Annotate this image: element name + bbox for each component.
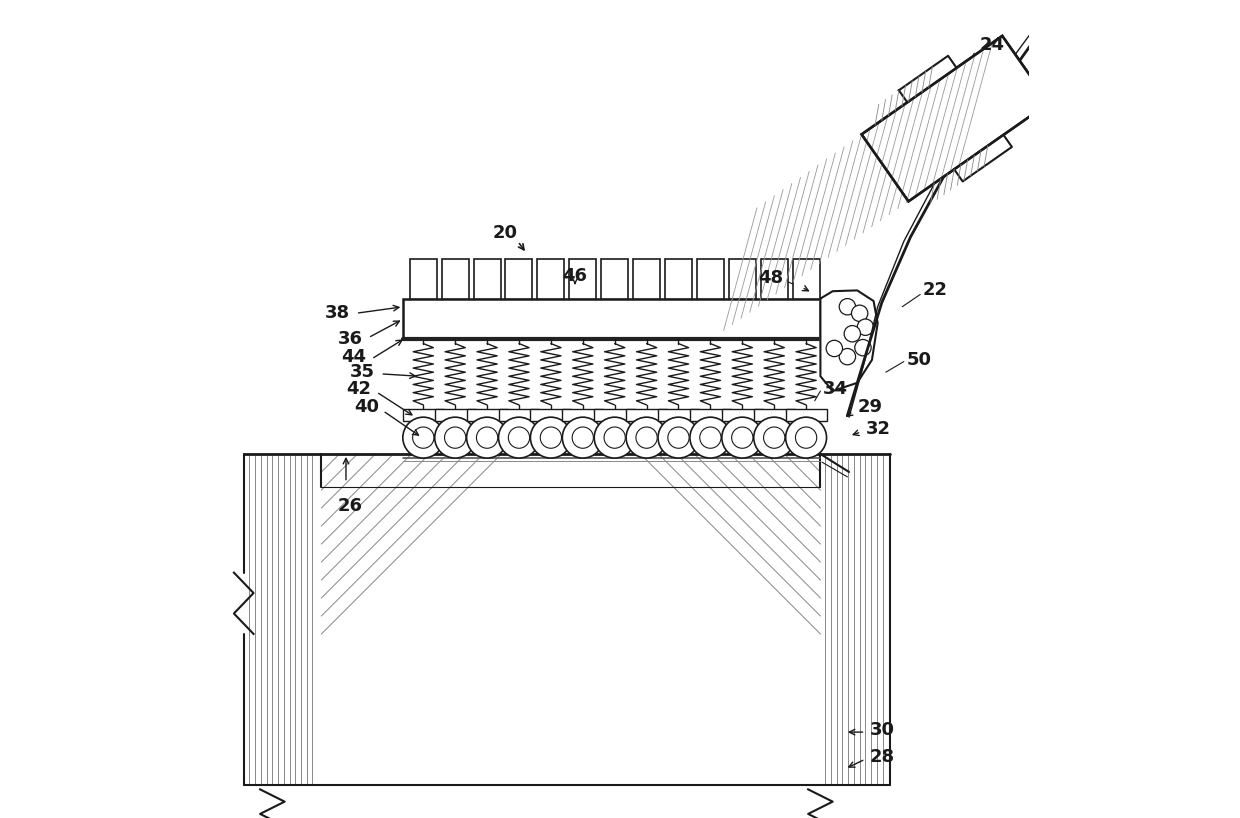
Text: 20: 20 [494,224,518,242]
Circle shape [636,427,657,448]
Circle shape [604,427,625,448]
Circle shape [562,417,603,458]
Text: 28: 28 [869,748,894,766]
Polygon shape [821,290,878,391]
Bar [537,259,564,299]
Bar [594,409,635,421]
Polygon shape [899,56,956,102]
Bar [569,259,596,299]
Circle shape [857,319,873,335]
Bar [562,409,603,421]
Bar [506,259,532,299]
Bar [403,409,444,421]
Circle shape [786,417,827,458]
Bar [498,409,539,421]
Bar [792,259,820,299]
Text: 35: 35 [350,363,374,381]
Circle shape [699,427,720,448]
Bar [403,299,821,339]
Bar [601,259,629,299]
Circle shape [722,417,763,458]
Text: 29: 29 [857,398,882,416]
Bar [786,409,827,421]
Text: 22: 22 [923,281,947,299]
Circle shape [476,427,497,448]
Circle shape [764,427,785,448]
Circle shape [796,427,817,448]
Text: 48: 48 [759,269,784,287]
Bar [729,259,756,299]
Text: 44: 44 [341,348,367,366]
Bar [689,409,730,421]
Bar [466,409,507,421]
Circle shape [658,417,699,458]
Text: 26: 26 [337,497,363,515]
Circle shape [626,417,667,458]
Text: 46: 46 [563,267,588,285]
Circle shape [844,326,861,342]
Circle shape [754,417,795,458]
Circle shape [854,339,872,356]
Circle shape [689,417,730,458]
Circle shape [498,417,539,458]
Bar [474,259,501,299]
Text: 30: 30 [869,721,894,739]
Circle shape [444,427,466,448]
Text: 42: 42 [346,380,371,398]
Bar [626,409,667,421]
Circle shape [572,427,594,448]
Bar [697,259,724,299]
Circle shape [541,427,562,448]
Polygon shape [862,36,1049,201]
Circle shape [403,417,444,458]
Bar [441,259,469,299]
Bar [634,259,660,299]
Bar [754,409,795,421]
Circle shape [594,417,635,458]
Polygon shape [955,135,1012,182]
Circle shape [839,299,856,315]
Bar [409,259,436,299]
Circle shape [466,417,507,458]
Text: 36: 36 [337,330,362,348]
Bar [658,409,699,421]
Bar [665,259,692,299]
Circle shape [413,427,434,448]
Bar [760,259,787,299]
Bar [722,409,763,421]
Circle shape [852,305,868,321]
Circle shape [732,427,753,448]
Circle shape [531,417,572,458]
Circle shape [826,340,842,357]
Text: 50: 50 [906,351,931,369]
Text: 40: 40 [353,398,378,416]
Text: 24: 24 [980,36,1004,54]
Bar [531,409,572,421]
Text: 34: 34 [823,380,848,398]
Circle shape [668,427,689,448]
Circle shape [435,417,476,458]
Text: 32: 32 [866,420,890,438]
Text: 38: 38 [325,304,350,322]
Circle shape [839,348,856,365]
Bar [435,409,476,421]
Circle shape [508,427,529,448]
